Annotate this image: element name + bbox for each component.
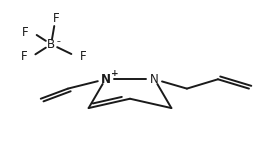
Text: –: – — [56, 37, 60, 46]
Text: F: F — [21, 50, 27, 63]
Text: N: N — [150, 73, 159, 86]
Text: F: F — [22, 26, 29, 39]
Text: F: F — [80, 50, 87, 63]
Text: N: N — [100, 73, 110, 86]
Text: B: B — [47, 38, 55, 51]
Text: F: F — [53, 12, 59, 25]
Text: +: + — [112, 69, 119, 78]
